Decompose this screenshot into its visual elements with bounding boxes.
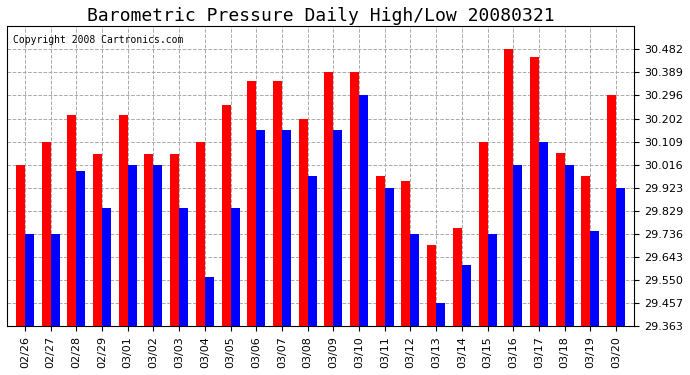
Bar [179, 207, 188, 326]
Bar [530, 57, 539, 326]
Bar [221, 105, 230, 326]
Bar [479, 142, 488, 326]
Bar [50, 234, 59, 326]
Bar [591, 231, 600, 326]
Bar [324, 72, 333, 326]
Bar [411, 234, 420, 326]
Bar [77, 171, 86, 326]
Bar [376, 176, 385, 326]
Bar [385, 188, 394, 326]
Bar [93, 154, 102, 326]
Bar [119, 115, 128, 326]
Bar [256, 130, 265, 326]
Bar [299, 119, 308, 326]
Bar [436, 303, 445, 326]
Bar [616, 188, 625, 326]
Bar [153, 165, 162, 326]
Bar [68, 115, 77, 326]
Bar [247, 81, 256, 326]
Bar [102, 207, 111, 326]
Bar [504, 50, 513, 326]
Bar [462, 265, 471, 326]
Bar [607, 96, 616, 326]
Bar [564, 165, 573, 326]
Bar [16, 165, 25, 326]
Bar [488, 234, 497, 326]
Bar [359, 96, 368, 326]
Bar [41, 142, 50, 326]
Bar [453, 228, 462, 326]
Bar [273, 81, 282, 326]
Bar [196, 142, 205, 326]
Bar [333, 130, 342, 326]
Bar [308, 176, 317, 326]
Bar [170, 154, 179, 326]
Bar [402, 181, 411, 326]
Bar [230, 207, 239, 326]
Title: Barometric Pressure Daily High/Low 20080321: Barometric Pressure Daily High/Low 20080… [87, 7, 554, 25]
Bar [128, 165, 137, 326]
Bar [205, 277, 214, 326]
Bar [582, 176, 591, 326]
Bar [144, 154, 153, 326]
Bar [282, 130, 291, 326]
Text: Copyright 2008 Cartronics.com: Copyright 2008 Cartronics.com [13, 36, 184, 45]
Bar [25, 234, 34, 326]
Bar [350, 72, 359, 326]
Bar [555, 153, 564, 326]
Bar [513, 165, 522, 326]
Bar [427, 244, 436, 326]
Bar [539, 142, 548, 326]
